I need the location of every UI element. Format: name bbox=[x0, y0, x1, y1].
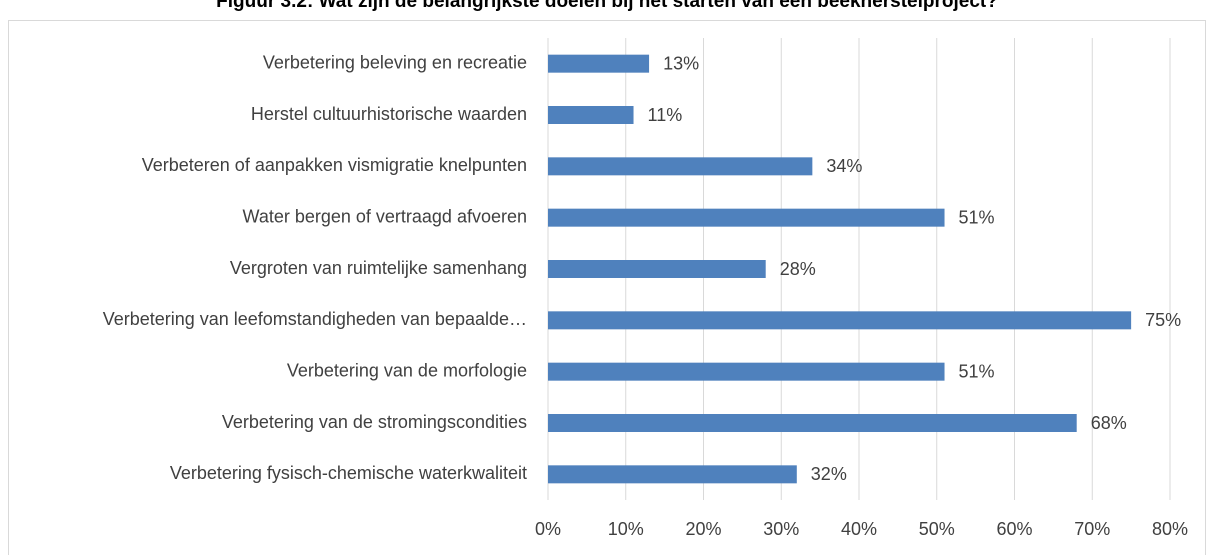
y-tick-label: Herstel cultuurhistorische waarden bbox=[251, 104, 527, 124]
y-tick-label: Verbetering fysisch-chemische waterkwali… bbox=[170, 463, 527, 483]
x-tick-label: 10% bbox=[608, 519, 644, 539]
x-tick-label: 20% bbox=[685, 519, 721, 539]
y-tick-label: Verbetering van de morfologie bbox=[287, 360, 527, 380]
data-label: 68% bbox=[1091, 413, 1127, 433]
data-label: 51% bbox=[959, 207, 995, 227]
x-tick-label: 60% bbox=[996, 519, 1032, 539]
bar bbox=[548, 465, 797, 484]
data-label: 34% bbox=[826, 156, 862, 176]
bar bbox=[548, 362, 945, 381]
bar bbox=[548, 106, 634, 124]
y-tick-label: Verbeteren of aanpakken vismigratie knel… bbox=[142, 155, 527, 175]
bar bbox=[548, 157, 813, 176]
data-label: 51% bbox=[959, 361, 995, 381]
bar bbox=[548, 260, 766, 278]
y-tick-label: Verbetering beleving en recreatie bbox=[263, 52, 527, 72]
y-tick-label: Verbetering van de stromingscondities bbox=[222, 412, 527, 432]
data-label: 13% bbox=[663, 53, 699, 73]
y-tick-label: Verbetering van leefomstandigheden van b… bbox=[103, 309, 527, 329]
x-tick-label: 70% bbox=[1074, 519, 1110, 539]
bar bbox=[548, 311, 1132, 330]
x-tick-label: 80% bbox=[1152, 519, 1188, 539]
data-label: 11% bbox=[648, 105, 683, 125]
x-tick-label: 50% bbox=[919, 519, 955, 539]
chart-title: Figuur 3.2: Wat zijn de belangrijkste do… bbox=[216, 0, 998, 12]
data-label: 28% bbox=[780, 259, 816, 279]
data-label: 75% bbox=[1145, 310, 1181, 330]
data-label: 32% bbox=[811, 464, 847, 484]
x-tick-label: 0% bbox=[535, 519, 561, 539]
y-tick-label: Vergroten van ruimtelijke samenhang bbox=[230, 258, 527, 278]
y-tick-label: Water bergen of vertraagd afvoeren bbox=[243, 206, 528, 226]
x-tick-label: 40% bbox=[841, 519, 877, 539]
x-tick-label: 30% bbox=[763, 519, 799, 539]
bar bbox=[548, 54, 650, 73]
bar bbox=[548, 208, 945, 227]
bar bbox=[548, 414, 1077, 432]
